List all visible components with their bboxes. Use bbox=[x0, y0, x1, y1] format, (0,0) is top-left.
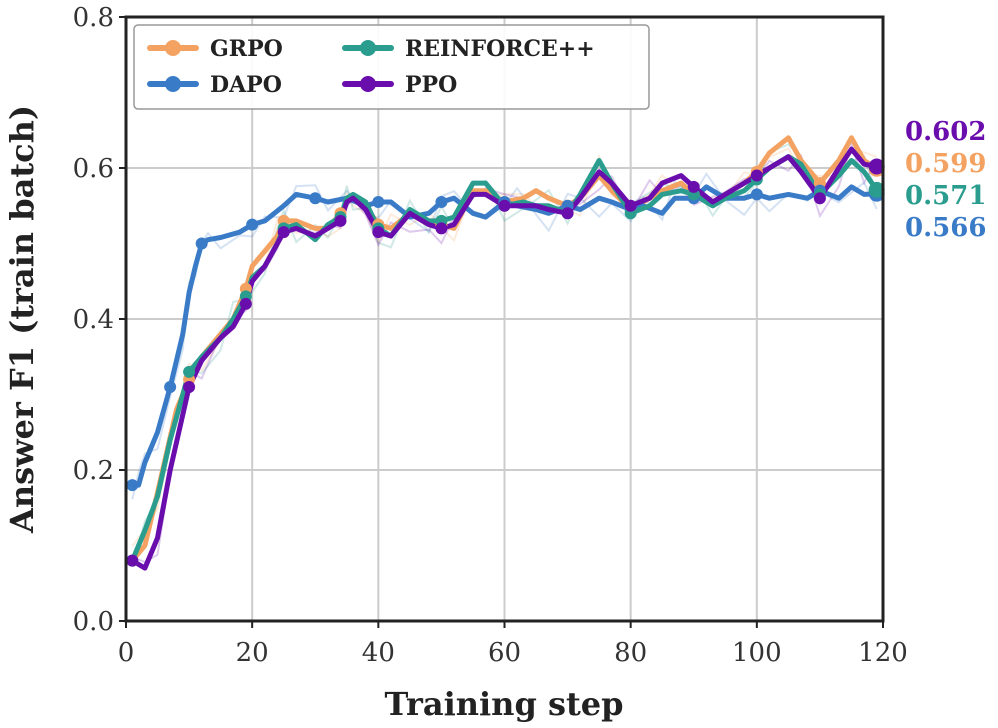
legend: GRPO DAPO REINFORCE++ PPO bbox=[133, 24, 650, 110]
x-axis-title: Training step bbox=[385, 685, 624, 723]
data-point-dapo bbox=[435, 195, 448, 208]
data-point-ppo bbox=[561, 207, 574, 220]
data-point-ppo bbox=[813, 192, 826, 205]
data-point-ppo bbox=[687, 180, 700, 193]
data-point-dapo bbox=[195, 237, 208, 250]
data-point-reinforce bbox=[183, 365, 196, 378]
legend-marker-grpo bbox=[165, 40, 181, 56]
data-point-ppo bbox=[183, 380, 196, 393]
y-axis-ticks: 0.0 0.2 0.4 0.6 0.8 bbox=[73, 3, 126, 637]
legend-label-dapo: DAPO bbox=[210, 72, 282, 98]
end-value-label-grpo: 0.599 bbox=[905, 149, 986, 179]
legend-label-reinforce: REINFORCE++ bbox=[405, 36, 595, 62]
y-tick-label: 0.8 bbox=[73, 3, 114, 33]
data-point-dapo bbox=[164, 380, 177, 393]
legend-label-grpo: GRPO bbox=[210, 36, 283, 62]
legend-marker-dapo bbox=[165, 76, 181, 92]
x-tick-label: 80 bbox=[614, 638, 647, 668]
data-point-ppo bbox=[372, 226, 385, 239]
x-tick-label: 120 bbox=[858, 638, 908, 668]
series-points bbox=[126, 158, 885, 567]
data-point-ppo bbox=[750, 169, 763, 182]
data-point-ppo bbox=[334, 214, 347, 227]
data-point-reinforce bbox=[868, 181, 885, 198]
legend-marker-ppo bbox=[360, 76, 376, 92]
x-tick-label: 100 bbox=[732, 638, 782, 668]
x-tick-label: 60 bbox=[488, 638, 521, 668]
data-point-ppo bbox=[868, 158, 885, 175]
data-point-ppo bbox=[277, 226, 290, 239]
y-tick-label: 0.0 bbox=[73, 607, 114, 637]
y-tick-label: 0.2 bbox=[73, 456, 114, 486]
y-tick-label: 0.6 bbox=[73, 154, 114, 184]
data-point-ppo bbox=[435, 222, 448, 235]
grid bbox=[126, 17, 883, 621]
x-tick-label: 0 bbox=[118, 638, 135, 668]
y-tick-label: 0.4 bbox=[73, 305, 114, 335]
data-point-dapo bbox=[750, 188, 763, 201]
y-axis-title: Answer F1 (train batch) bbox=[3, 105, 41, 534]
legend-label-ppo: PPO bbox=[405, 72, 457, 98]
data-point-ppo bbox=[624, 199, 637, 212]
x-tick-label: 20 bbox=[236, 638, 269, 668]
data-point-dapo bbox=[372, 195, 385, 208]
end-value-label-ppo: 0.602 bbox=[905, 117, 986, 147]
data-point-dapo bbox=[126, 479, 139, 492]
data-point-dapo bbox=[309, 192, 322, 205]
legend-marker-reinforce bbox=[360, 40, 376, 56]
end-value-label-dapo: 0.566 bbox=[905, 213, 986, 243]
x-tick-label: 40 bbox=[362, 638, 395, 668]
data-point-dapo bbox=[246, 218, 259, 231]
x-axis-ticks: 0 20 40 60 80 100 120 bbox=[118, 621, 908, 668]
data-point-ppo bbox=[239, 297, 252, 310]
end-value-label-reinforce: 0.571 bbox=[905, 181, 986, 211]
legend-box bbox=[133, 24, 650, 110]
data-point-ppo bbox=[126, 554, 139, 567]
data-point-ppo bbox=[498, 199, 511, 212]
